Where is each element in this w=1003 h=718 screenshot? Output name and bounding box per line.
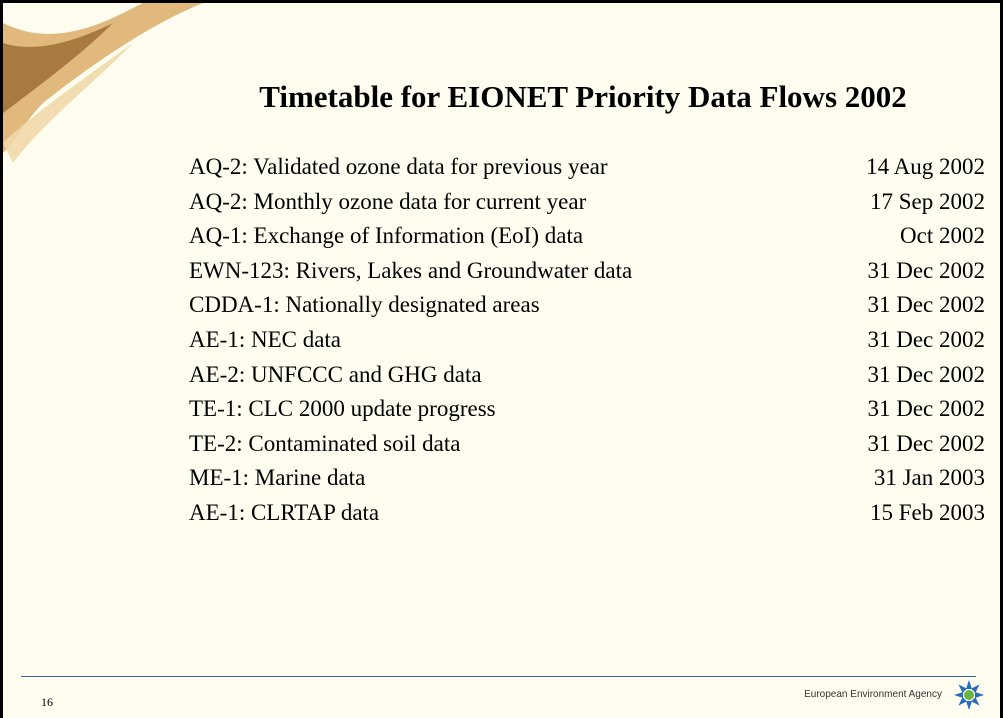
page-number: 16 xyxy=(41,695,53,709)
data-flow: AE-2: UNFCCC and GHG data xyxy=(189,361,482,387)
data-flow: ME-1: Marine data xyxy=(189,465,366,491)
timetable-row: AE-1: CLRTAP data 15 Feb 2003 xyxy=(189,496,985,531)
data-flow: TE-2: Contaminated soil data xyxy=(189,430,461,456)
deadline: 17 Sep 2002 xyxy=(870,188,985,214)
deadline: 31 Dec 2002 xyxy=(867,396,985,422)
footer-rule xyxy=(21,676,976,677)
logo xyxy=(954,680,984,710)
timetable-row: EWN-123: Rivers, Lakes and Groundwater d… xyxy=(189,254,985,289)
timetable-row: TE-1: CLC 2000 update progress 31 Dec 200… xyxy=(189,392,985,427)
data-flow: AE-1: CLRTAP data xyxy=(189,499,380,525)
timetable-row: AQ-2: Monthly ozone data for current yea… xyxy=(189,185,985,220)
deadline: Oct 2002 xyxy=(900,223,985,249)
deadline: 15 Feb 2003 xyxy=(870,499,985,525)
timetable-row: AQ-1: Exchange of Information (EoI) data… xyxy=(189,219,985,254)
deadline: 31 Dec 2002 xyxy=(867,361,985,387)
data-flow: CDDA-1: Nationally designated areas xyxy=(189,292,540,318)
timetable-row: AQ-2: Validated ozone data for previous … xyxy=(189,150,985,185)
data-flow: AQ-2: Validated ozone data for previous … xyxy=(189,154,608,179)
timetable-row: AE-2: UNFCCC and GHG data 31 Dec 2002 xyxy=(189,358,985,393)
organization-name: European Environment Agency xyxy=(804,689,942,700)
timetable-row: TE-2: Contaminated soil data 31 Dec 2002 xyxy=(189,427,985,462)
timetable-row: ME-1: Marine data 31 Jan 2003 xyxy=(189,461,985,496)
deadline: 31 Dec 2002 xyxy=(867,292,985,318)
deadline: 14 Aug 2002 xyxy=(866,154,985,179)
data-flow: AE-1: NEC data xyxy=(189,326,342,352)
timetable-row: AE-1: NEC data 31 Dec 2002 xyxy=(189,323,985,358)
deadline: 31 Dec 2002 xyxy=(867,257,985,283)
deadline: 31 Jan 2003 xyxy=(873,465,985,491)
deadline: 31 Dec 2002 xyxy=(867,326,985,352)
timetable: AQ-2: Validated ozone data for previous … xyxy=(189,150,985,531)
timetable-row: CDDA-1: Nationally designated areas 31 De… xyxy=(189,288,985,323)
decoration xyxy=(3,3,203,163)
slide-title: Timetable for EIONET Priority Data Flows… xyxy=(259,79,907,114)
deadline: 31 Dec 2002 xyxy=(867,430,985,456)
data-flow: AQ-2: Monthly ozone data for current yea… xyxy=(189,188,587,214)
data-flow: AQ-1: Exchange of Information (EoI) data xyxy=(189,223,584,249)
data-flow: EWN-123: Rivers, Lakes and Groundwater d… xyxy=(189,257,633,283)
data-flow: TE-1: CLC 2000 update progress xyxy=(189,396,496,422)
